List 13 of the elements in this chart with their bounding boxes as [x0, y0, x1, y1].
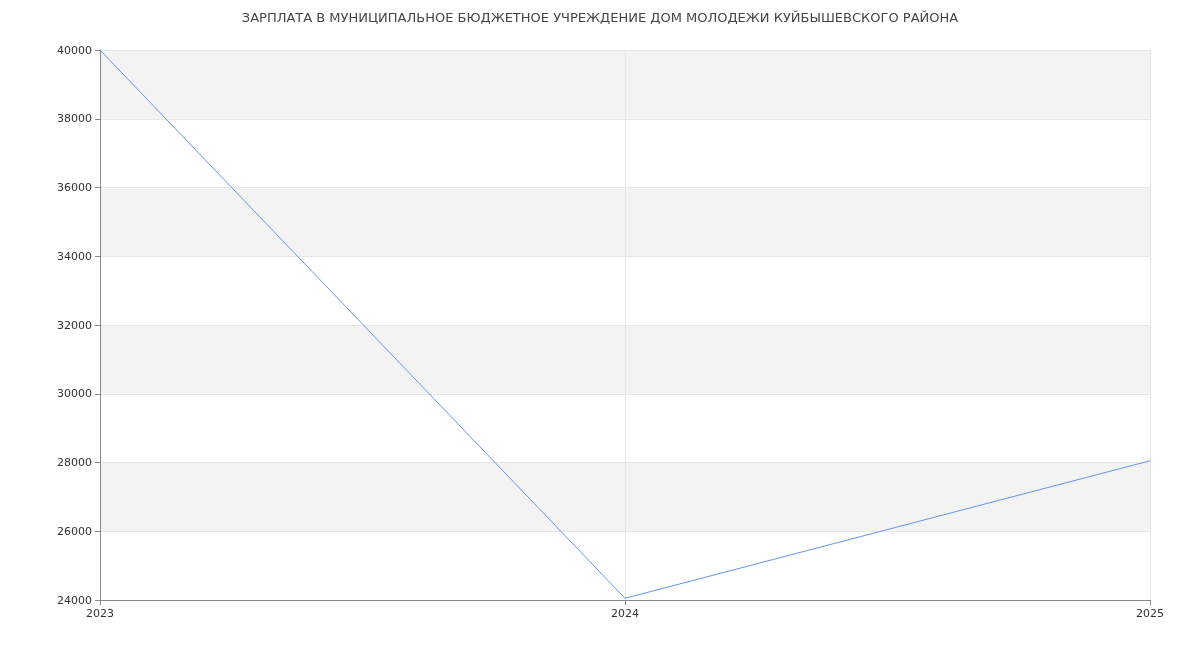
x-tick-label: 2024: [611, 607, 639, 620]
y-tick-label: 32000: [57, 318, 92, 332]
y-tick-label: 34000: [57, 249, 92, 263]
y-tick-label: 38000: [57, 112, 92, 126]
y-tick-label: 26000: [57, 524, 92, 538]
x-tick-label: 2025: [1136, 607, 1164, 620]
y-tick-label: 40000: [57, 43, 92, 57]
y-tick-label: 24000: [57, 593, 92, 607]
chart-title: ЗАРПЛАТА В МУНИЦИПАЛЬНОЕ БЮДЖЕТНОЕ УЧРЕЖДЕНИЕ ДОМ МОЛОДЕЖИ КУЙБЫШЕВСКОГО РАЙОНА: [241, 10, 959, 25]
y-tick-label: 28000: [57, 456, 92, 469]
y-tick-label: 30000: [57, 387, 92, 401]
x-tick-label: 2023: [86, 607, 114, 620]
y-tick-label: 36000: [57, 181, 92, 194]
